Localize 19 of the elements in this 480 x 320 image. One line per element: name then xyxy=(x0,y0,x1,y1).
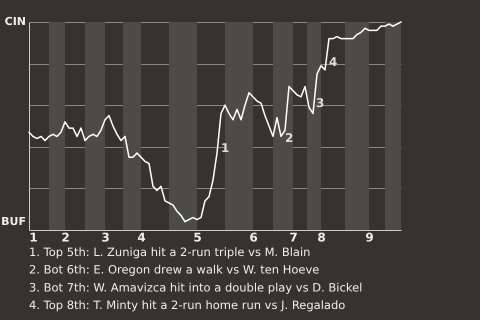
x-tick-label: 3 xyxy=(101,230,110,244)
annotation: 3 xyxy=(316,96,324,110)
x-tick-label: 9 xyxy=(365,230,374,244)
annotation: 2 xyxy=(285,131,294,145)
text: CIN xyxy=(4,15,26,28)
text: BUF xyxy=(1,215,26,228)
x-tick-label: 7 xyxy=(289,230,298,244)
annotation: 1 xyxy=(221,141,230,155)
text: 2. Bot 6th: E. Oregon drew a walk vs W. ten Hoeve xyxy=(29,262,320,277)
annotation: 4 xyxy=(329,55,338,69)
x-tick-label: 8 xyxy=(317,230,326,244)
x-tick-label: 5 xyxy=(193,230,202,244)
x-tick-label: 4 xyxy=(137,230,146,244)
text: 4. Top 8th: T. Minty hit a 2-run home run vs J. Regalado xyxy=(29,298,346,312)
text: 3. Bot 7th: W. Amavizca hit into a double play vs D. Bickel xyxy=(29,280,362,294)
text: 1. Top 5th: L. Zuniga hit a 2-run triple vs M. Blain xyxy=(29,245,310,259)
x-tick-label: 2 xyxy=(61,230,70,244)
x-tick-label: 6 xyxy=(249,230,258,244)
x-tick-label: 1 xyxy=(29,230,38,244)
